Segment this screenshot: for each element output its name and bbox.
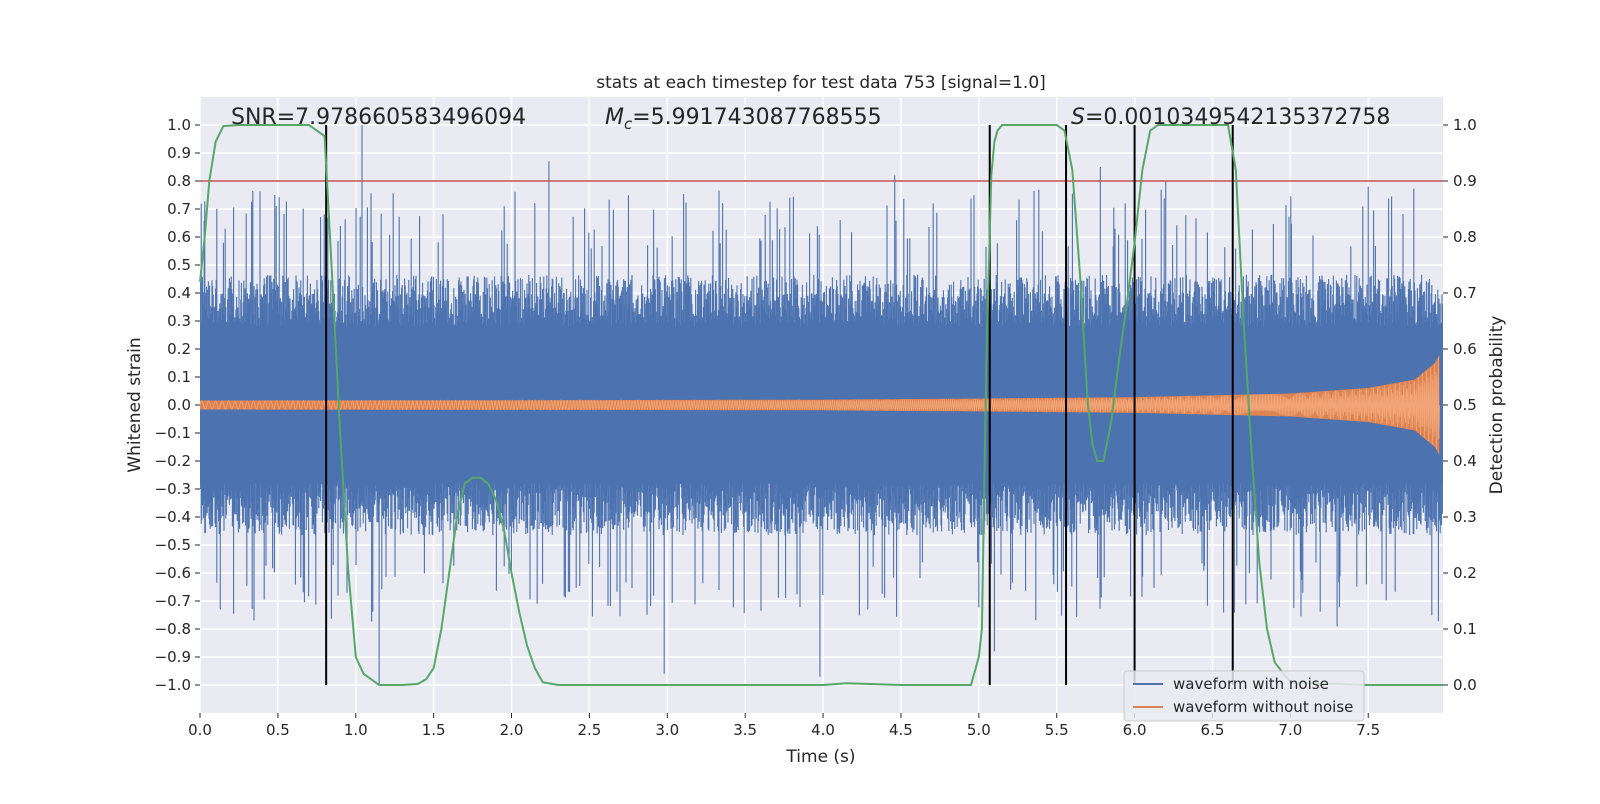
y-tick-label-6: 0.4: [167, 284, 191, 302]
legend: waveform with noise waveform without noi…: [1123, 670, 1365, 722]
x-axis-label: Time (s): [785, 747, 855, 767]
y-tick-label-7: 0.3: [167, 312, 191, 330]
s-value: =0.0010349542135372758: [1085, 105, 1390, 130]
mc-annotation: Mc=5.991743087768555: [605, 105, 882, 133]
x-tick-label-2: 1.0: [344, 721, 368, 739]
y2-tick-label-0: 1.0: [1453, 116, 1477, 134]
mc-subscript: c: [624, 115, 633, 133]
x-tick-label-9: 4.5: [889, 721, 913, 739]
y-tick-label-8: 0.2: [167, 340, 191, 358]
y2-axis-label: Detection probability: [1487, 316, 1507, 495]
series-detection-probability: [199, 124, 1443, 686]
y-tick-label-2: 0.8: [167, 172, 191, 190]
y-tick-label-12: −0.2: [155, 452, 191, 470]
y-tick-label-4: 0.6: [167, 228, 191, 246]
x-tick-label-7: 3.5: [733, 721, 757, 739]
x-tick-label-10: 5.0: [967, 721, 991, 739]
y2-tick-label-2: 0.8: [1453, 228, 1477, 246]
snr-annotation: SNR=7.978660583496094: [231, 105, 526, 130]
y-tick-label-20: −1.0: [155, 676, 191, 694]
y-tick-label-16: −0.6: [155, 564, 191, 582]
y2-tick-label-1: 0.9: [1453, 172, 1477, 190]
y-tick-label-17: −0.7: [155, 592, 191, 610]
x-tick-label-3: 1.5: [422, 721, 446, 739]
x-tick-label-11: 5.5: [1045, 721, 1069, 739]
y-tick-label-14: −0.4: [155, 508, 191, 526]
x-tick-label-12: 6.0: [1123, 721, 1147, 739]
y-tick-label-1: 0.9: [167, 144, 191, 162]
y-tick-label-10: 0.0: [167, 396, 191, 414]
y-tick-label-3: 0.7: [167, 200, 191, 218]
y-axis-label: Whitened strain: [125, 337, 145, 472]
x-tick-label-15: 7.5: [1356, 721, 1380, 739]
x-tick-label-5: 2.5: [577, 721, 601, 739]
axes: 0.0 0.5 1.0 1.5 2.0 2.5 3.0 3.5 4.0 4.5 5.0 5.5 6.0 6…: [155, 116, 1477, 739]
legend-box: [1123, 670, 1365, 722]
y2-tick-label-5: 0.5: [1453, 396, 1477, 414]
x-tick-label-14: 7.0: [1278, 721, 1302, 739]
y2-tick-label-9: 0.1: [1453, 620, 1477, 638]
mc-value: =5.991743087768555: [632, 105, 881, 130]
y-tick-label-11: −0.1: [155, 424, 191, 442]
x-tick-label-6: 3.0: [655, 721, 679, 739]
legend-entry-clean: waveform without noise: [1173, 698, 1353, 716]
mc-symbol: M: [605, 105, 624, 130]
y-tick-label-18: −0.8: [155, 620, 191, 638]
x-tick-label-4: 2.0: [500, 721, 524, 739]
y2-tick-label-7: 0.3: [1453, 508, 1477, 526]
x-tick-label-1: 0.5: [266, 721, 290, 739]
y-tick-label-13: −0.3: [155, 480, 191, 498]
y-tick-label-19: −0.9: [155, 648, 191, 666]
y-tick-label-5: 0.5: [167, 256, 191, 274]
overlay-layer: [199, 124, 1443, 686]
legend-entry-noise: waveform with noise: [1173, 675, 1329, 693]
y2-tick-label-6: 0.4: [1453, 452, 1477, 470]
y2-tick-label-10: 0.0: [1453, 676, 1477, 694]
y2-tick-label-3: 0.7: [1453, 284, 1477, 302]
s-symbol: S: [1071, 105, 1085, 130]
y-tick-label-0: 1.0: [167, 116, 191, 134]
s-annotation: S=0.0010349542135372758: [1071, 105, 1390, 130]
y2-tick-label-4: 0.6: [1453, 340, 1477, 358]
y-tick-label-15: −0.5: [155, 536, 191, 554]
x-tick-label-0: 0.0: [188, 721, 212, 739]
x-tick-label-8: 4.0: [811, 721, 835, 739]
chart-title: stats at each timestep for test data 753…: [596, 73, 1046, 93]
y2-tick-label-8: 0.2: [1453, 564, 1477, 582]
x-tick-label-13: 6.5: [1201, 721, 1225, 739]
y-tick-label-9: 0.1: [167, 368, 191, 386]
